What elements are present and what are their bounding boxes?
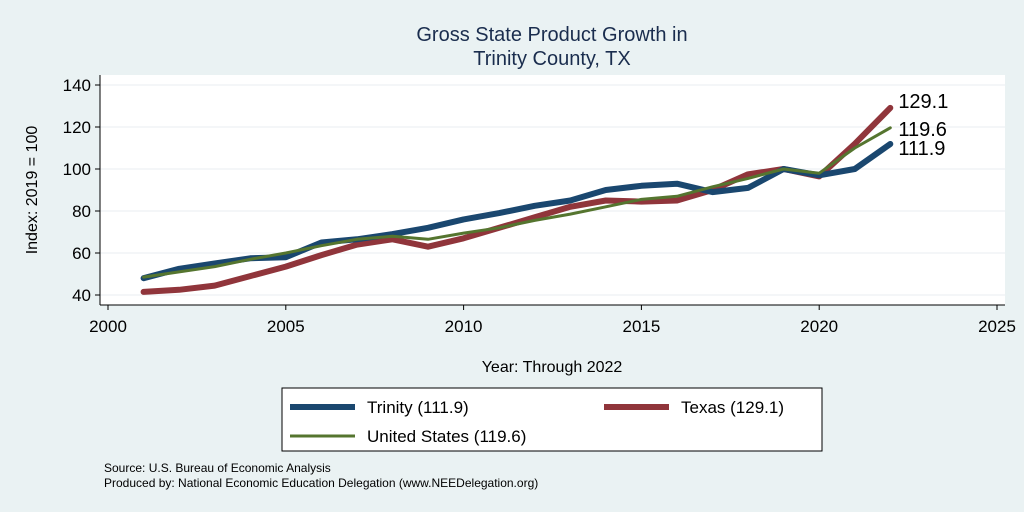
legend-label-trinity: Trinity (111.9) xyxy=(367,398,469,417)
x-tick-label: 2015 xyxy=(622,317,660,336)
x-tick-label: 2020 xyxy=(800,317,838,336)
series-line-united-states xyxy=(142,126,892,279)
end-label-united-states: 119.6 xyxy=(898,119,947,141)
end-label-trinity: 111.9 xyxy=(898,138,945,160)
x-tick-label: 2025 xyxy=(978,317,1016,336)
series-line-texas xyxy=(140,104,894,295)
series-line-trinity xyxy=(140,141,894,282)
legend-label-united-states: United States (119.6) xyxy=(367,427,526,446)
produced-by-note: Produced by: National Economic Education… xyxy=(104,476,538,490)
axes xyxy=(99,75,1005,306)
end-label-texas: 129.1 xyxy=(898,91,948,113)
end-labels: 111.9 129.1 119.6 xyxy=(898,91,948,160)
y-tick-label: 80 xyxy=(72,202,91,221)
y-tick-label: 60 xyxy=(72,244,91,263)
axis-ticks: 40 60 80 100 120 140 2000 2005 2010 2015 2020 2025 xyxy=(63,76,1016,336)
y-tick-label: 100 xyxy=(63,160,91,179)
y-tick-label: 140 xyxy=(63,76,91,95)
plot-area xyxy=(100,75,1005,305)
y-tick-label: 40 xyxy=(72,286,91,305)
y-tick-label: 120 xyxy=(63,118,91,137)
chart-title-line-2: Trinity County, TX xyxy=(473,48,630,70)
x-tick-label: 2000 xyxy=(89,317,127,336)
legend: Trinity (111.9) Texas (129.1) United State… xyxy=(290,398,784,446)
x-tick-label: 2005 xyxy=(267,317,305,336)
series-lines xyxy=(140,104,894,295)
legend-box xyxy=(281,387,823,452)
legend-label-texas: Texas (129.1) xyxy=(681,398,784,417)
x-tick-label: 2010 xyxy=(445,317,483,336)
chart-title-line-1: Gross State Product Growth in xyxy=(416,24,687,46)
source-note: Source: U.S. Bureau of Economic Analysis xyxy=(104,461,331,475)
x-axis-title: Year: Through 2022 xyxy=(482,359,623,376)
y-axis-title: Index: 2019 = 100 xyxy=(24,126,41,255)
